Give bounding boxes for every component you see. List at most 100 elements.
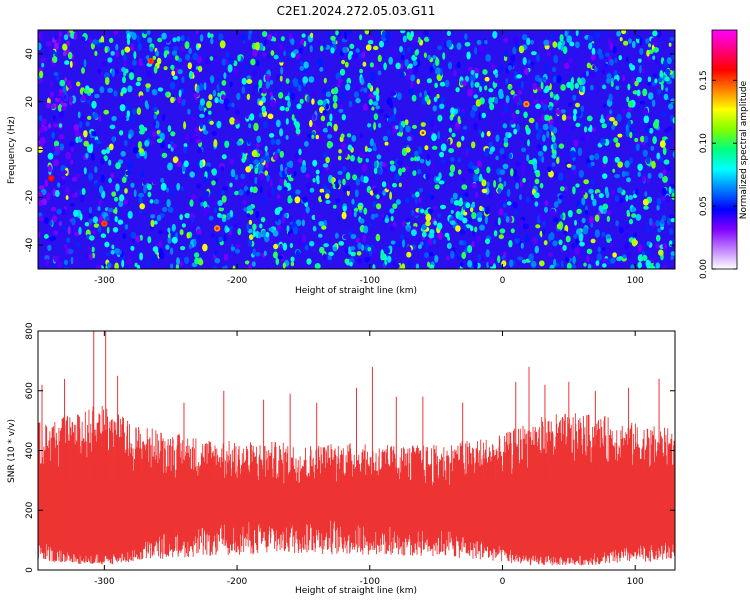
heatmap-cell [447,236,450,240]
heatmap-cell [168,125,171,132]
heatmap-cell [61,170,67,174]
heatmap-cell [551,32,554,39]
heatmap-cell [541,114,544,122]
heatmap-cell [85,254,88,259]
heatmap-cell [313,226,317,232]
heatmap-cell [247,94,250,100]
heatmap-cell [629,132,632,138]
snr-x-axis-label: Height of straight line (km) [295,586,417,596]
heatmap-cell [248,239,253,246]
heatmap-cell [577,77,581,83]
heatmap-cell [556,75,561,83]
heatmap-cell [484,153,489,157]
heatmap-cell [391,241,396,245]
heatmap-cell [79,190,82,195]
heatmap-cell [561,260,564,268]
heatmap-cell [317,58,323,66]
heatmap-cell [65,152,71,160]
heatmap-cell [646,227,650,232]
heatmap-cell [382,190,386,195]
heatmap-cell [479,225,485,231]
heatmap-cell [157,139,163,144]
heatmap-cell [407,47,411,52]
heatmap-cell [96,264,102,271]
heatmap-cell [278,92,283,99]
heatmap-cell [191,117,196,121]
heatmap-cell [671,218,675,222]
heatmap-cell [629,219,633,224]
heatmap-cell [427,78,432,83]
heatmap-cell [478,47,484,52]
heatmap-cell [556,157,559,164]
heatmap-cell [436,177,440,181]
heatmap-cell [573,65,576,70]
heatmap-cell [433,239,437,245]
heatmap-cell [453,70,457,76]
heatmap-cell [87,246,92,251]
heatmap-cell [588,189,593,194]
heatmap-cell [293,226,298,234]
heatmap-cell [493,180,496,188]
heatmap-cell [338,156,342,161]
heatmap-cell [485,216,488,224]
heatmap-cell [485,54,491,62]
heatmap-cell [482,189,488,194]
heatmap-cell [80,195,84,202]
heatmap-cell [136,82,141,86]
heatmap-cell [191,194,197,200]
heatmap-cell [259,113,263,118]
heatmap-cell [626,195,629,202]
heatmap-cell [129,72,134,80]
heatmap-cell [413,66,418,74]
heatmap-cell [560,186,565,191]
heatmap-cell [373,254,377,260]
heatmap-cell [553,142,557,150]
heatmap-cell [462,147,465,154]
heatmap-cell [333,124,337,132]
heatmap-cell [467,89,473,97]
heatmap-cell [571,165,576,170]
heatmap-cell [68,226,71,234]
heatmap-cell [225,52,229,59]
heatmap-cell [56,76,59,80]
heatmap-cell [500,148,505,155]
heatmap-cell [460,229,465,235]
heatmap-cell [95,182,99,187]
heatmap-cell [145,83,151,88]
heatmap-cell [106,252,111,256]
heatmap-cell [358,205,363,210]
heatmap-cell [198,259,203,266]
heatmap-cell [214,58,219,64]
heatmap-cell [233,223,238,228]
heatmap-cell [67,81,72,88]
heatmap-cell [536,144,542,150]
heatmap-cell [316,175,319,181]
heatmap-cell [279,244,282,249]
heatmap-cell [396,199,401,205]
heatmap-cell [310,33,313,38]
heatmap-cell [286,118,289,125]
heatmap-cell [448,243,452,248]
heatmap-cell [499,177,502,182]
heatmap-cell [604,63,608,67]
colorbar-scale [712,30,737,269]
heatmap-cell [393,261,396,267]
heatmap-cell [513,202,518,209]
heatmap-cell [239,155,242,159]
heatmap-cell [514,96,520,104]
heatmap-cell [457,62,461,69]
heatmap-cell [170,248,173,255]
heatmap-cell [114,197,118,202]
heatmap-cell [246,155,249,163]
heatmap-cell [211,180,216,185]
heatmap-cell [342,114,346,120]
heatmap-cell [385,142,389,146]
heatmap-cell [505,132,508,138]
heatmap-cell [589,155,594,161]
heatmap-cell [363,226,368,234]
heatmap-cell [407,136,411,141]
heatmap-cell [573,139,578,147]
heatmap-cell [437,131,440,139]
heatmap-cell [607,210,612,215]
heatmap-cell [448,62,452,69]
